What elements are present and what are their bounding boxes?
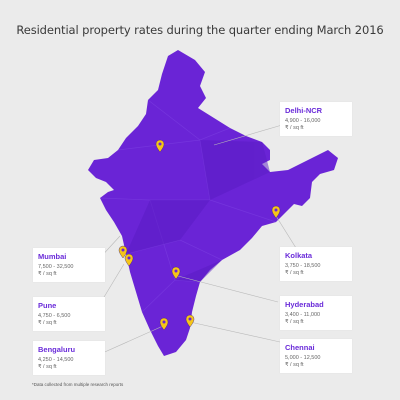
city-name: Kolkata: [285, 251, 313, 260]
city-name: Delhi-NCR: [285, 106, 323, 115]
marker-chennai[interactable]: [185, 314, 195, 328]
card-mumbai: Mumbai 7,500 - 32,500 ₹ / sq ft: [33, 248, 105, 282]
card-kolkata: Kolkata 3,750 - 18,500 ₹ / sq ft: [280, 247, 352, 281]
footnote: *Data collected from multiple research r…: [32, 382, 124, 387]
city-name: Bengaluru: [38, 345, 76, 354]
india-outline: [88, 50, 338, 356]
city-name: Hyderabad: [285, 300, 324, 309]
price-range: 4,750 - 6,500: [38, 313, 71, 319]
price-unit: ₹ / sq ft: [285, 362, 304, 368]
marker-kolkata[interactable]: [271, 205, 281, 219]
price-range: 3,750 - 18,500: [285, 263, 321, 269]
card-delhi-ncr: Delhi-NCR 4,900 - 16,000 ₹ / sq ft: [280, 102, 352, 136]
price-range: 4,900 - 16,000: [285, 118, 321, 124]
marker-pune[interactable]: [124, 253, 134, 267]
price-unit: ₹ / sq ft: [285, 125, 304, 131]
page-title: Residential property rates during the qu…: [16, 23, 384, 37]
marker-mumbai[interactable]: [118, 245, 128, 259]
card-pune: Pune 4,750 - 6,500 ₹ / sq ft: [33, 297, 105, 331]
price-range: 5,000 - 12,500: [285, 355, 321, 361]
price-unit: ₹ / sq ft: [285, 270, 304, 276]
price-unit: ₹ / sq ft: [38, 320, 57, 326]
city-name: Pune: [38, 301, 57, 310]
card-bengaluru: Bengaluru 4,250 - 14,500 ₹ / sq ft: [33, 341, 105, 375]
card-hyderabad: Hyderabad 3,400 - 11,000 ₹ / sq ft: [280, 296, 352, 330]
card-chennai: Chennai 5,000 - 12,500 ₹ / sq ft: [280, 339, 352, 373]
price-unit: ₹ / sq ft: [285, 319, 304, 325]
city-name: Chennai: [285, 343, 315, 352]
price-range: 3,400 - 11,000: [285, 312, 321, 318]
city-name: Mumbai: [38, 252, 67, 261]
marker-bengaluru[interactable]: [159, 317, 169, 331]
price-unit: ₹ / sq ft: [38, 271, 57, 277]
map-shading: [126, 140, 270, 282]
marker-hyderabad[interactable]: [171, 266, 181, 280]
price-range: 4,250 - 14,500: [38, 357, 74, 363]
price-range: 7,500 - 32,500: [38, 264, 74, 270]
marker-delhi-ncr[interactable]: [155, 139, 165, 153]
price-unit: ₹ / sq ft: [38, 364, 57, 370]
